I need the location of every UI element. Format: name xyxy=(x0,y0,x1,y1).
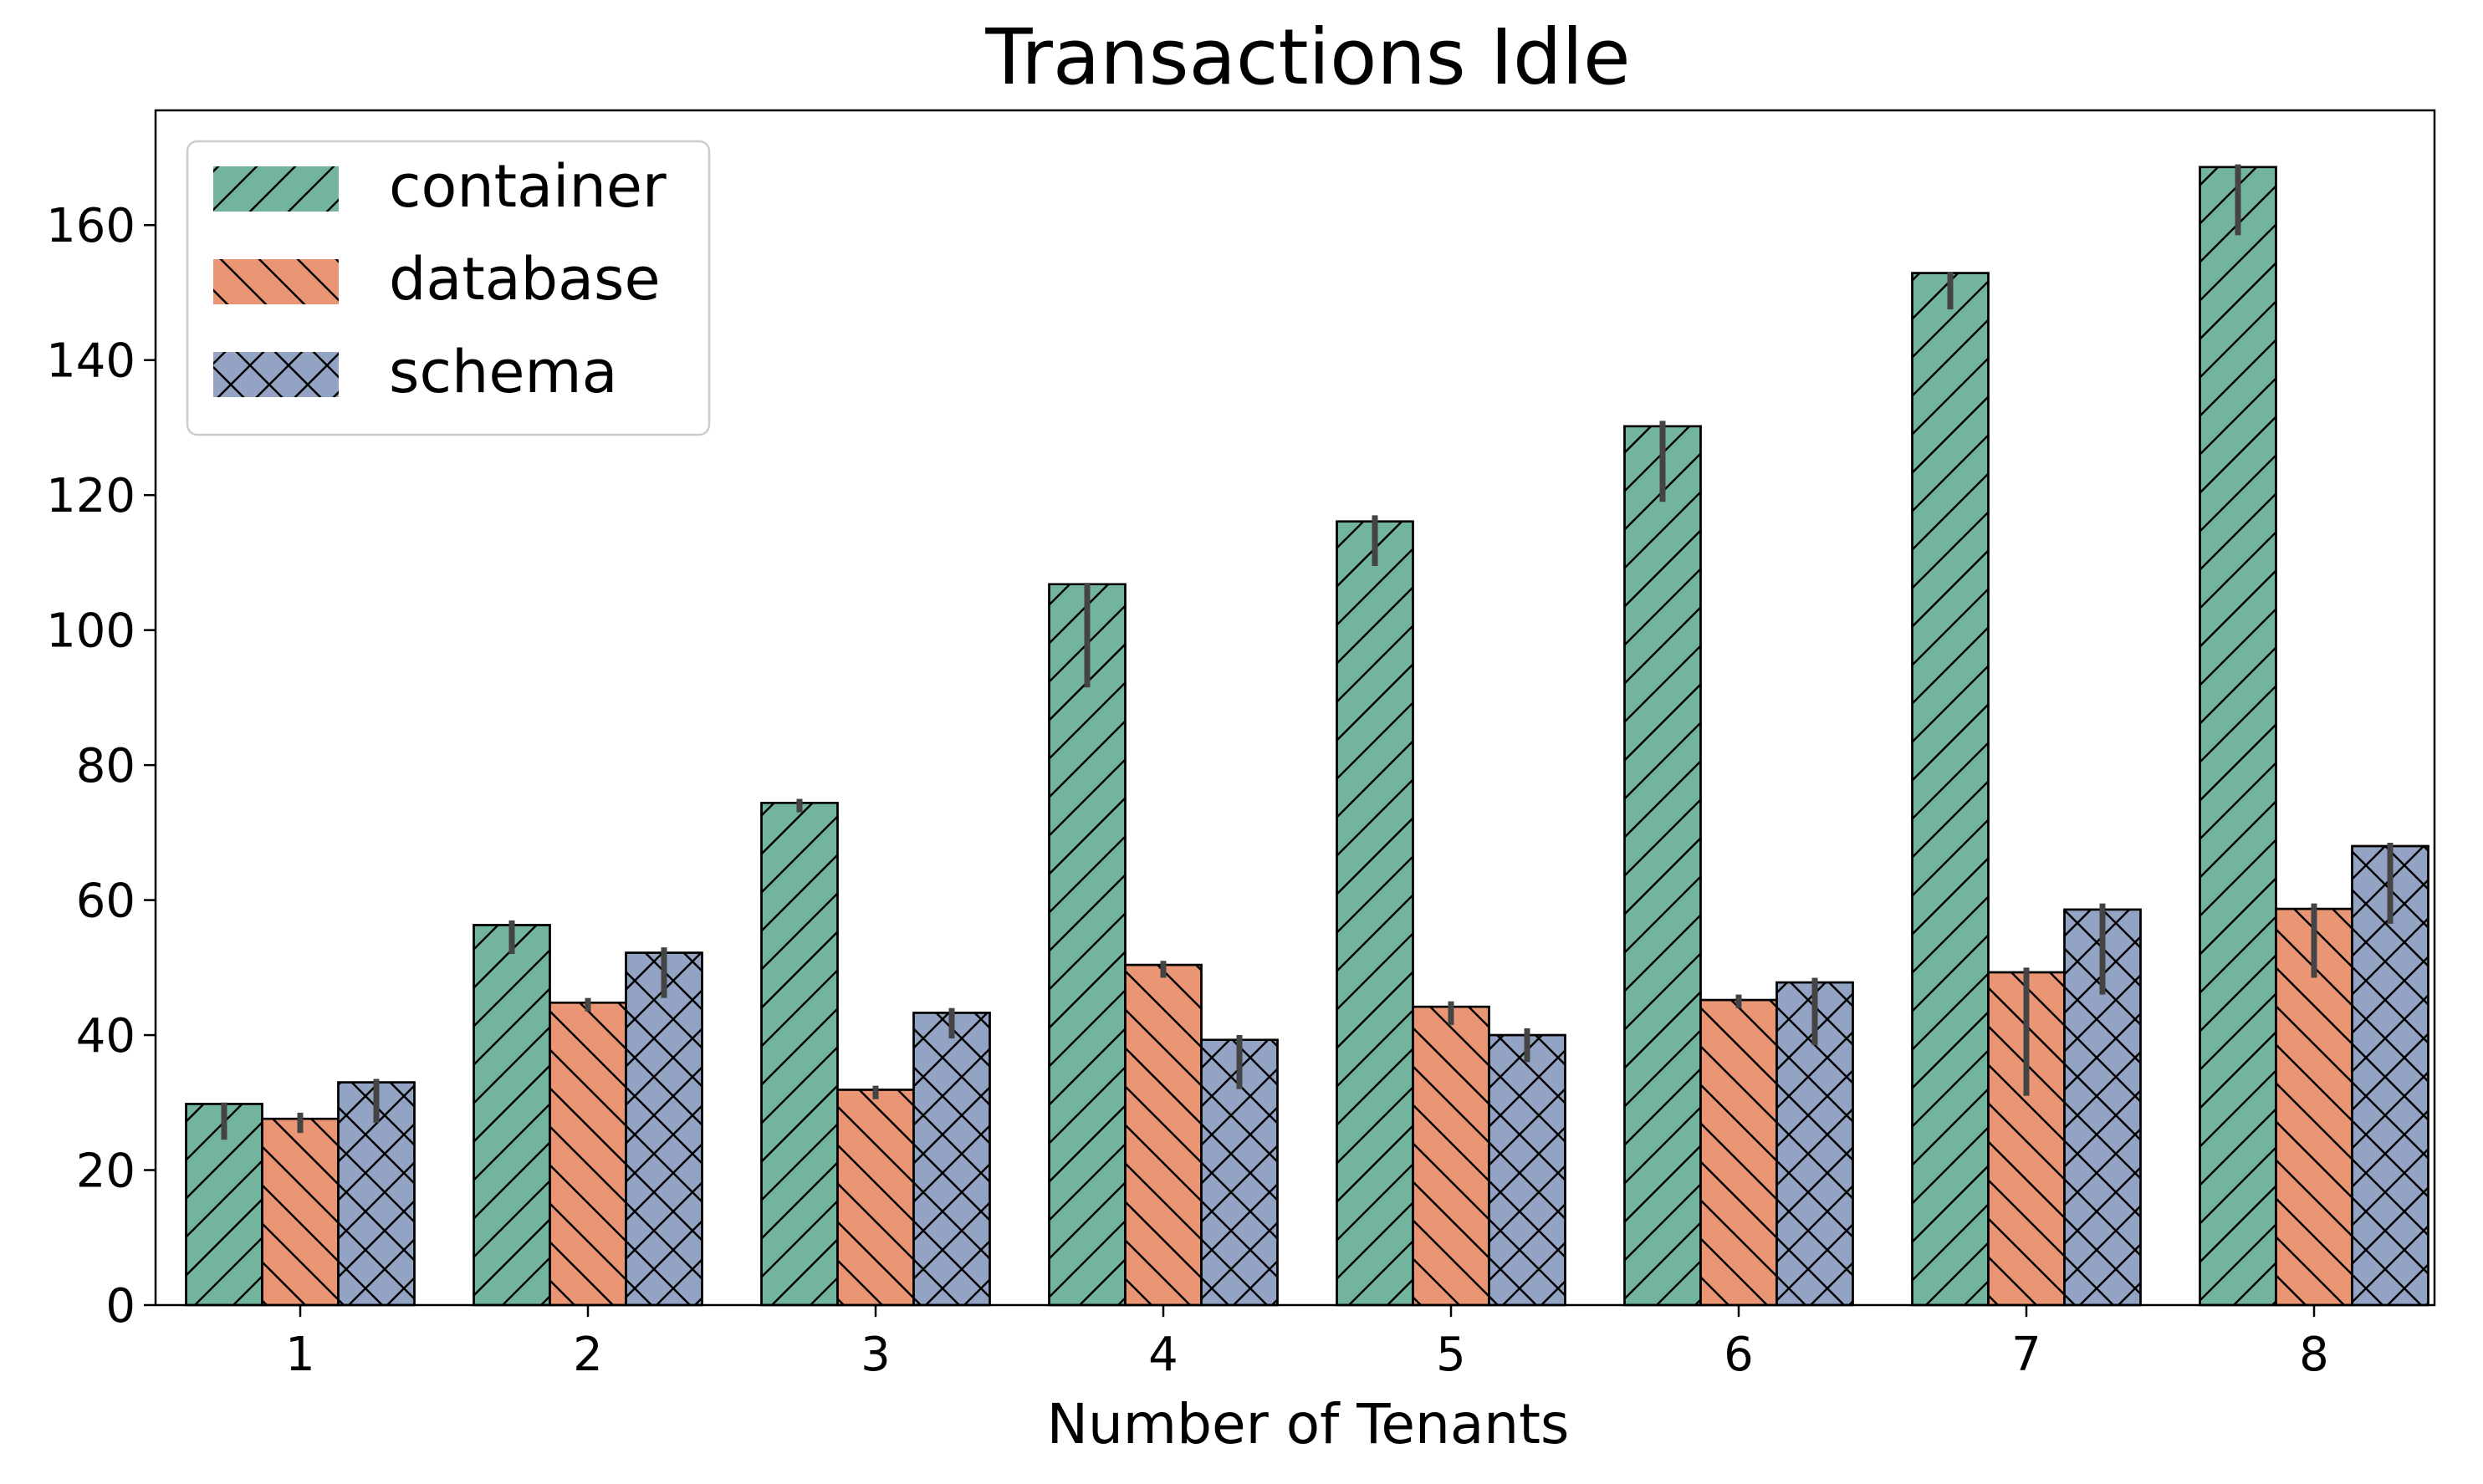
legend-swatch-hatch-schema xyxy=(213,352,339,397)
y-axis: 0 20 40 60 80 100 120 140 160 xyxy=(46,199,156,1334)
bar-hatch-database-3 xyxy=(836,1089,915,1307)
legend-label-database: database xyxy=(389,245,661,314)
legend-label-container: container xyxy=(389,152,667,221)
bar-hatch-container-6 xyxy=(1623,425,1702,1307)
legend-swatch-hatch-database xyxy=(213,259,339,304)
x-tick-label-2: 2 xyxy=(573,1328,603,1382)
x-axis: 1 2 3 4 5 6 7 8 xyxy=(285,1305,2329,1382)
bar-hatch-container-2 xyxy=(473,924,551,1307)
x-axis-title: Number of Tenants xyxy=(1047,1392,1570,1456)
y-tick-label-0: 0 xyxy=(105,1279,135,1334)
bar-hatch-database-2 xyxy=(549,1002,627,1307)
bar-hatch-schema-5 xyxy=(1488,1033,1566,1307)
x-tick-label-3: 3 xyxy=(861,1328,891,1382)
x-tick-label-7: 7 xyxy=(2011,1328,2041,1382)
bar-hatch-container-3 xyxy=(760,802,839,1307)
chart-title: Transactions Idle xyxy=(984,13,1630,102)
y-tick-label-20: 20 xyxy=(76,1145,135,1199)
bar-hatch-database-6 xyxy=(1699,998,1778,1307)
legend: container database schema xyxy=(186,140,711,436)
error-bars-group xyxy=(221,164,2394,1140)
y-tick-label-40: 40 xyxy=(76,1009,135,1063)
x-tick-label-8: 8 xyxy=(2299,1328,2329,1382)
x-tick-label-5: 5 xyxy=(1436,1328,1466,1382)
y-tick-label-100: 100 xyxy=(46,604,135,659)
y-tick-label-120: 120 xyxy=(46,469,135,523)
bar-hatch-database-4 xyxy=(1124,963,1203,1307)
bar-hatch-container-8 xyxy=(2199,166,2277,1307)
y-tick-label-80: 80 xyxy=(76,739,135,793)
y-tick-label-160: 160 xyxy=(46,199,135,253)
x-tick-label-1: 1 xyxy=(285,1328,315,1382)
bars-group xyxy=(185,166,2429,1307)
y-tick-label-60: 60 xyxy=(76,875,135,929)
bar-hatch-schema-3 xyxy=(912,1012,991,1307)
y-tick-label-140: 140 xyxy=(46,334,135,389)
bar-hatch-container-7 xyxy=(1911,272,1990,1307)
bar-hatch-database-1 xyxy=(261,1117,340,1307)
x-tick-label-6: 6 xyxy=(1724,1328,1754,1382)
bar-hatch-database-5 xyxy=(1412,1005,1490,1307)
bar-hatch-schema-2 xyxy=(625,951,703,1307)
plot-frame xyxy=(154,109,2436,1307)
bar-hatch-container-5 xyxy=(1336,520,1414,1307)
legend-swatch-hatch-container xyxy=(213,166,339,212)
bar-hatch-container-4 xyxy=(1048,583,1127,1307)
legend-label-schema: schema xyxy=(389,338,617,406)
x-tick-label-4: 4 xyxy=(1148,1328,1178,1382)
